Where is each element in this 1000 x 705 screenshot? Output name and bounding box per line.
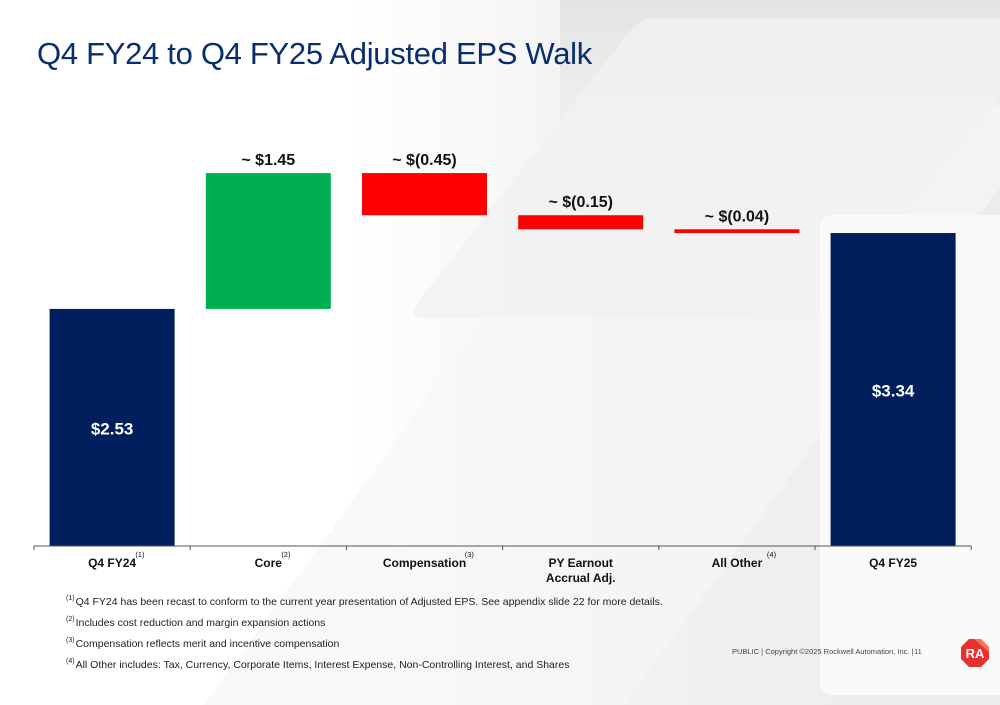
data-label: ~ $(0.04) xyxy=(705,208,769,225)
waterfall-chart: $2.53 ~ $1.45 ~ $(0.45) ~ $(0.15) ~ $(0.04) $… xyxy=(33,152,972,585)
data-label: ~ $(0.45) xyxy=(392,152,456,169)
data-label: ~ $1.45 xyxy=(241,152,295,169)
footnote-marker: (1) xyxy=(66,595,75,602)
footnote-marker: (4) xyxy=(66,658,75,665)
bar-compensation xyxy=(362,173,487,216)
footnote-1: (1)Q4 FY24 has been recast to conform to… xyxy=(66,590,663,611)
bar-core xyxy=(205,173,331,309)
footnote-marker: (2) xyxy=(66,616,75,623)
footnote-marker: (3) xyxy=(66,637,75,644)
page-number: 11 xyxy=(914,647,922,656)
x-tick-label-line2: Accrual Adj. xyxy=(546,571,616,585)
footnote-text: Includes cost reduction and margin expan… xyxy=(75,617,326,629)
footnote-2: (2)Includes cost reduction and margin ex… xyxy=(66,611,663,632)
rockwell-logo-icon: RA xyxy=(961,639,989,667)
footnote-reference: (3) xyxy=(465,550,475,559)
bar-all-other xyxy=(674,229,800,234)
footnotes: (1)Q4 FY24 has been recast to conform to… xyxy=(66,590,663,674)
logo-text: RA xyxy=(966,646,985,661)
bar-q4-fy25 xyxy=(830,233,956,547)
x-tick-label: Q4 FY25 xyxy=(869,556,917,570)
footnote-text: Q4 FY24 has been recast to conform to th… xyxy=(75,596,663,608)
x-tick-label: Compensation xyxy=(383,556,466,570)
bar-py-earnout xyxy=(518,215,644,230)
x-tick-label: PY Earnout xyxy=(548,556,612,570)
footnote-reference: (2) xyxy=(281,550,291,559)
slide-title: Q4 FY24 to Q4 FY25 Adjusted EPS Walk xyxy=(37,36,592,71)
footnote-text: All Other includes: Tax, Currency, Corpo… xyxy=(75,659,570,671)
data-label: $2.53 xyxy=(91,419,134,438)
footnote-text: Compensation reflects merit and incentiv… xyxy=(75,638,340,650)
x-tick-label: All Other xyxy=(712,556,763,570)
bar-q4-fy24 xyxy=(49,308,175,546)
x-tick-label: Core xyxy=(255,556,283,570)
data-label: $3.34 xyxy=(872,382,915,401)
data-label: ~ $(0.15) xyxy=(548,194,612,211)
footnote-reference: (4) xyxy=(767,550,777,559)
copyright-footer: PUBLIC | Copyright ©2025 Rockwell Automa… xyxy=(732,647,914,656)
footnote-reference: (1) xyxy=(135,550,145,559)
footnote-4: (4)All Other includes: Tax, Currency, Co… xyxy=(66,653,663,674)
footnote-3: (3)Compensation reflects merit and incen… xyxy=(66,632,663,653)
x-tick-label: Q4 FY24 xyxy=(88,556,136,570)
